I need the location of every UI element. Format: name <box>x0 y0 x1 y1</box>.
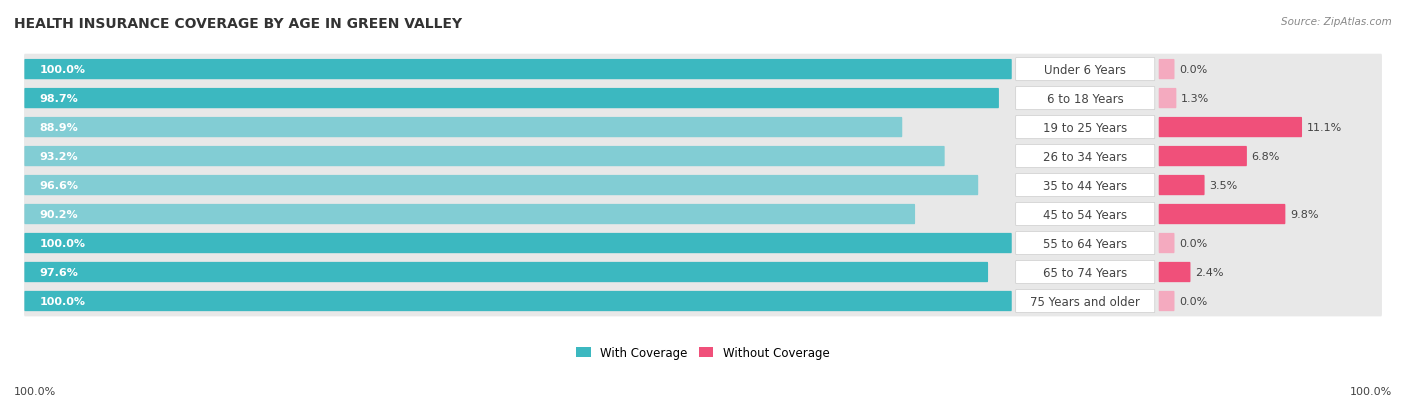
FancyBboxPatch shape <box>1015 58 1154 81</box>
Text: 0.0%: 0.0% <box>1178 296 1208 306</box>
FancyBboxPatch shape <box>1159 291 1174 311</box>
FancyBboxPatch shape <box>24 233 1012 254</box>
Text: 55 to 64 Years: 55 to 64 Years <box>1043 237 1128 250</box>
FancyBboxPatch shape <box>24 176 979 196</box>
Text: HEALTH INSURANCE COVERAGE BY AGE IN GREEN VALLEY: HEALTH INSURANCE COVERAGE BY AGE IN GREE… <box>14 17 463 31</box>
FancyBboxPatch shape <box>1015 290 1154 313</box>
Text: Source: ZipAtlas.com: Source: ZipAtlas.com <box>1281 17 1392 26</box>
Text: 9.8%: 9.8% <box>1289 209 1319 219</box>
Text: 100.0%: 100.0% <box>1350 387 1392 396</box>
Text: 6 to 18 Years: 6 to 18 Years <box>1047 93 1123 105</box>
FancyBboxPatch shape <box>24 118 903 138</box>
FancyBboxPatch shape <box>1015 116 1154 139</box>
FancyBboxPatch shape <box>24 141 1382 172</box>
Legend: With Coverage, Without Coverage: With Coverage, Without Coverage <box>572 342 834 364</box>
FancyBboxPatch shape <box>1015 203 1154 226</box>
FancyBboxPatch shape <box>24 55 1382 85</box>
Text: 100.0%: 100.0% <box>39 65 86 75</box>
Text: 100.0%: 100.0% <box>14 387 56 396</box>
Text: 100.0%: 100.0% <box>39 238 86 249</box>
Text: 97.6%: 97.6% <box>39 267 79 278</box>
FancyBboxPatch shape <box>24 204 915 225</box>
FancyBboxPatch shape <box>24 170 1382 201</box>
FancyBboxPatch shape <box>1159 176 1205 196</box>
FancyBboxPatch shape <box>24 228 1382 259</box>
Text: 3.5%: 3.5% <box>1209 180 1237 190</box>
FancyBboxPatch shape <box>24 291 1012 311</box>
FancyBboxPatch shape <box>24 199 1382 230</box>
Text: 35 to 44 Years: 35 to 44 Years <box>1043 179 1128 192</box>
Text: 96.6%: 96.6% <box>39 180 79 190</box>
Text: 45 to 54 Years: 45 to 54 Years <box>1043 208 1128 221</box>
FancyBboxPatch shape <box>1015 145 1154 168</box>
FancyBboxPatch shape <box>24 89 998 109</box>
FancyBboxPatch shape <box>1159 147 1247 167</box>
FancyBboxPatch shape <box>24 286 1382 317</box>
Text: 0.0%: 0.0% <box>1178 65 1208 75</box>
FancyBboxPatch shape <box>1159 60 1174 80</box>
FancyBboxPatch shape <box>24 83 1382 114</box>
FancyBboxPatch shape <box>24 60 1012 80</box>
Text: 100.0%: 100.0% <box>39 296 86 306</box>
Text: 90.2%: 90.2% <box>39 209 79 219</box>
FancyBboxPatch shape <box>1159 89 1177 109</box>
Text: 93.2%: 93.2% <box>39 152 79 161</box>
Text: 1.3%: 1.3% <box>1181 94 1209 104</box>
Text: 6.8%: 6.8% <box>1251 152 1279 161</box>
Text: 65 to 74 Years: 65 to 74 Years <box>1043 266 1128 279</box>
FancyBboxPatch shape <box>24 257 1382 288</box>
FancyBboxPatch shape <box>24 112 1382 143</box>
Text: 2.4%: 2.4% <box>1195 267 1223 278</box>
Text: Under 6 Years: Under 6 Years <box>1045 64 1126 76</box>
FancyBboxPatch shape <box>1015 174 1154 197</box>
FancyBboxPatch shape <box>1159 204 1285 225</box>
FancyBboxPatch shape <box>1159 233 1174 254</box>
Text: 26 to 34 Years: 26 to 34 Years <box>1043 150 1128 163</box>
FancyBboxPatch shape <box>1159 262 1191 282</box>
FancyBboxPatch shape <box>1159 118 1302 138</box>
Text: 88.9%: 88.9% <box>39 123 79 133</box>
FancyBboxPatch shape <box>1015 261 1154 284</box>
Text: 75 Years and older: 75 Years and older <box>1031 295 1140 308</box>
Text: 98.7%: 98.7% <box>39 94 79 104</box>
FancyBboxPatch shape <box>1015 87 1154 110</box>
Text: 19 to 25 Years: 19 to 25 Years <box>1043 121 1128 134</box>
FancyBboxPatch shape <box>24 147 945 167</box>
FancyBboxPatch shape <box>24 262 988 282</box>
FancyBboxPatch shape <box>1015 232 1154 255</box>
Text: 11.1%: 11.1% <box>1306 123 1341 133</box>
Text: 0.0%: 0.0% <box>1178 238 1208 249</box>
